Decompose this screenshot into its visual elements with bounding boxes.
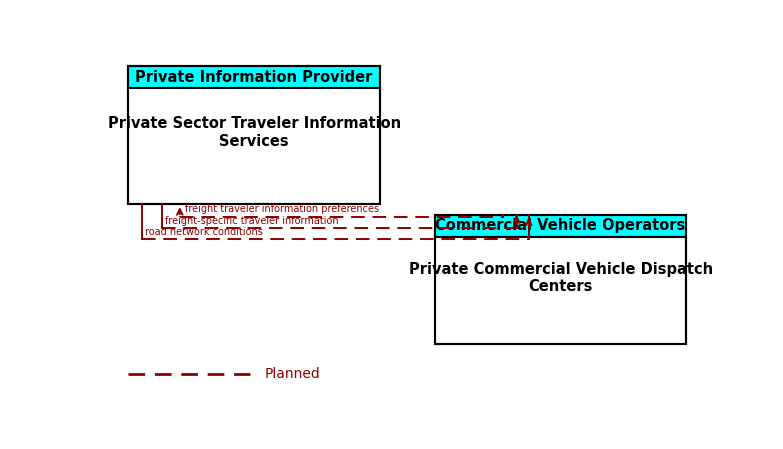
Bar: [128, 66, 380, 88]
Text: Private Sector Traveler Information
Services: Private Sector Traveler Information Serv…: [107, 116, 401, 149]
Bar: [128, 66, 380, 204]
Bar: [128, 88, 380, 204]
Text: freight-specific traveler information: freight-specific traveler information: [164, 216, 338, 226]
Text: Planned: Planned: [265, 367, 320, 381]
Bar: [435, 215, 687, 237]
Text: Private Commercial Vehicle Dispatch
Centers: Private Commercial Vehicle Dispatch Cent…: [409, 262, 713, 294]
Bar: [435, 215, 687, 344]
Text: Private Information Provider: Private Information Provider: [135, 70, 373, 85]
Bar: [435, 237, 687, 344]
Text: road network conditions: road network conditions: [145, 227, 262, 237]
Text: freight traveler information preferences: freight traveler information preferences: [185, 204, 379, 214]
Text: Commercial Vehicle Operators: Commercial Vehicle Operators: [435, 218, 686, 233]
